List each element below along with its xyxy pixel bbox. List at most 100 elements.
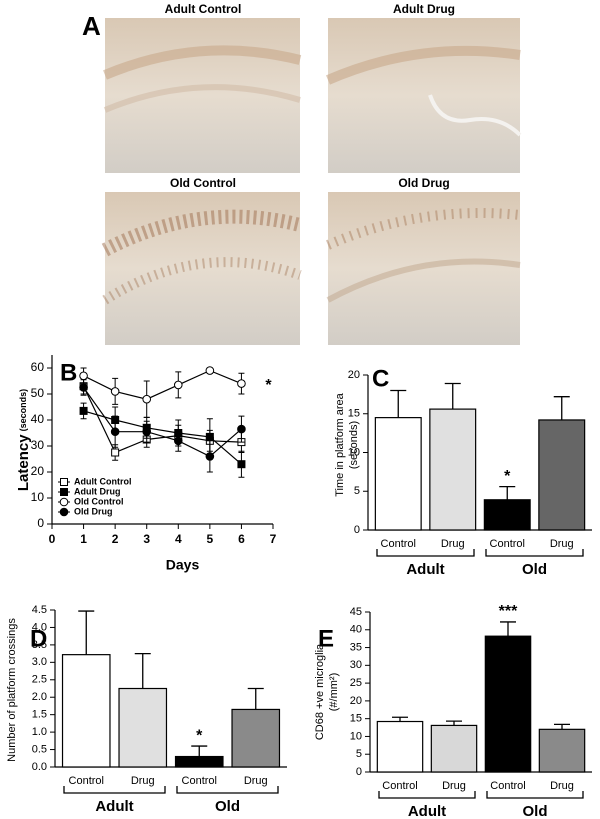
micrograph xyxy=(103,18,302,173)
bar xyxy=(538,728,586,773)
x-tick-label: Control xyxy=(69,775,104,787)
y-tick-label: 0.0 xyxy=(32,761,47,773)
x-tick-label: 1 xyxy=(80,532,87,546)
y-axis-label-main: Latency xyxy=(15,434,32,491)
x-axis-label: Days xyxy=(166,557,200,573)
marker xyxy=(237,424,246,434)
legend-marker xyxy=(59,497,69,507)
x-tick-label: Drug xyxy=(131,775,155,787)
y-axis-label: (#/mm²) xyxy=(328,673,340,712)
series-line xyxy=(83,410,242,465)
micrograph xyxy=(101,192,302,345)
y-axis-label: Number of platform crossings xyxy=(6,618,18,762)
group-label: Old xyxy=(215,798,240,815)
y-axis-label: Time in platform area xyxy=(334,392,346,496)
x-tick-label: 5 xyxy=(207,532,214,546)
micrograph-title: Adult Drug xyxy=(393,2,455,16)
group-bracket xyxy=(176,786,279,794)
annotation: * xyxy=(265,377,272,394)
marker xyxy=(237,460,246,469)
error-bar xyxy=(390,389,407,418)
bar xyxy=(429,408,477,531)
series-line xyxy=(83,369,242,400)
group-label: Old xyxy=(523,803,548,819)
marker xyxy=(142,427,152,437)
panel-label: B xyxy=(60,359,77,386)
bar xyxy=(483,499,531,531)
marker xyxy=(173,380,183,390)
bar xyxy=(118,687,168,768)
y-tick-label: 20 xyxy=(350,695,362,707)
y-tick-label: 10 xyxy=(350,730,362,742)
legend-label: Old Drug xyxy=(74,506,113,516)
marker xyxy=(205,432,214,441)
error-bar xyxy=(247,687,264,710)
panel-label: D xyxy=(30,625,47,652)
group-bracket xyxy=(376,549,475,557)
group-bracket xyxy=(63,786,166,794)
y-tick-label: 30 xyxy=(350,659,362,671)
x-tick-label: Drug xyxy=(550,538,574,550)
y-axis-label-unit: (seconds) xyxy=(18,389,28,432)
x-tick-label: 6 xyxy=(238,532,245,546)
legend-label: Adult Drug xyxy=(74,486,121,496)
panel-label: E xyxy=(318,625,334,652)
panel-label: C xyxy=(372,365,389,392)
error-bar xyxy=(78,610,95,655)
micrograph-title: Adult Control xyxy=(165,2,242,16)
error-bar xyxy=(134,652,151,689)
y-tick-label: 10 xyxy=(348,446,360,458)
legend-label: Old Control xyxy=(74,496,124,506)
bar xyxy=(484,635,532,773)
bar xyxy=(231,708,281,768)
panel-label: A xyxy=(82,11,101,41)
y-tick-label: 1.0 xyxy=(32,726,47,738)
micrograph-title: Old Drug xyxy=(398,176,449,190)
y-tick-label: 40 xyxy=(31,412,45,426)
y-tick-label: 2.5 xyxy=(32,674,47,686)
group-bracket xyxy=(486,791,584,799)
y-tick-label: 20 xyxy=(348,369,360,381)
bar xyxy=(61,654,111,768)
marker xyxy=(205,366,215,375)
x-tick-label: 7 xyxy=(270,532,277,546)
y-tick-label: 60 xyxy=(31,360,45,374)
series-line xyxy=(83,387,242,458)
error-bar xyxy=(446,720,462,726)
marker xyxy=(110,387,120,396)
group-bracket xyxy=(378,791,476,799)
annotation: * xyxy=(504,468,511,485)
y-tick-label: 45 xyxy=(350,606,362,618)
error-bar xyxy=(553,396,570,420)
y-axis-label: CD68 +ve microglia xyxy=(314,643,326,740)
marker xyxy=(111,448,120,457)
y-tick-label: 40 xyxy=(350,624,362,636)
y-tick-label: 1.5 xyxy=(32,709,47,721)
y-tick-label: 20 xyxy=(31,464,45,478)
marker xyxy=(79,371,88,381)
marker xyxy=(110,427,120,437)
micrograph-title: Old Control xyxy=(170,176,236,190)
x-tick-label: Control xyxy=(490,780,525,792)
error-bar xyxy=(499,485,516,500)
y-tick-label: 0 xyxy=(356,766,362,778)
marker xyxy=(79,406,88,415)
x-tick-label: Control xyxy=(490,538,525,550)
group-label: Adult xyxy=(408,803,446,819)
y-tick-label: 3.0 xyxy=(32,656,47,668)
micrograph xyxy=(326,18,522,173)
y-tick-label: 3.5 xyxy=(32,639,47,651)
error-bar xyxy=(444,382,461,410)
x-tick-label: Control xyxy=(382,780,417,792)
annotation: *** xyxy=(499,603,518,620)
bar xyxy=(374,417,422,531)
marker xyxy=(173,436,183,446)
legend-marker xyxy=(60,478,68,486)
y-tick-label: 5 xyxy=(356,748,362,760)
y-tick-label: 0.5 xyxy=(32,743,47,755)
error-bar xyxy=(392,716,408,722)
y-tick-label: 4.0 xyxy=(32,621,47,633)
error-bar xyxy=(554,723,570,730)
y-tick-label: 30 xyxy=(31,438,45,452)
